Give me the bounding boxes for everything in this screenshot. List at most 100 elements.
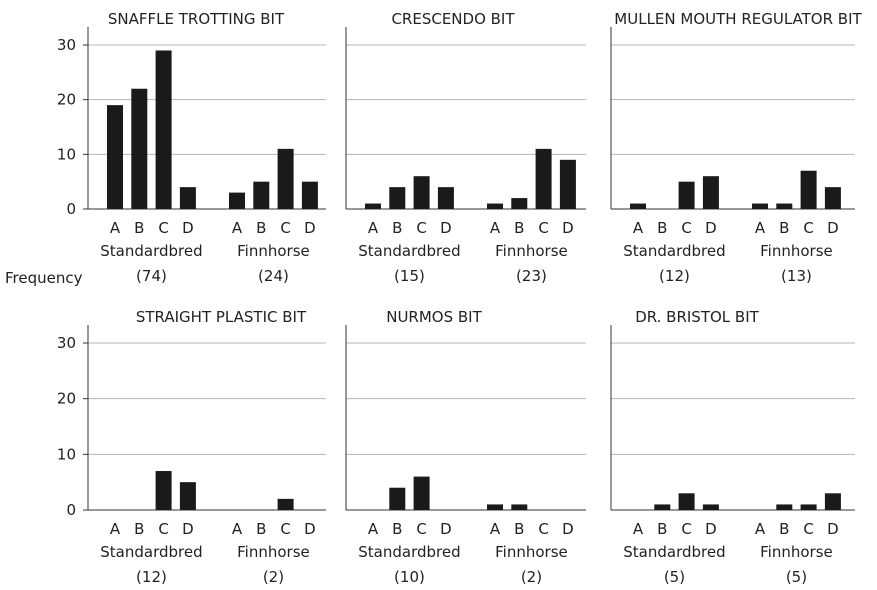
category-label: A [490,520,501,538]
group-label: Standardbred [358,543,460,561]
bar [131,88,148,209]
category-label: B [392,520,402,538]
bar [511,504,528,510]
category-label: D [304,219,316,237]
y-tick-label: 20 [57,390,76,408]
group-label: Standardbred [623,543,725,561]
group-count-label: (12) [659,267,690,285]
category-label: D [440,520,452,538]
bar [179,482,196,510]
category-label: D [827,520,839,538]
category-label: C [158,520,168,538]
group-count-label: (74) [136,267,167,285]
bar [800,504,817,510]
group-count-label: (2) [263,568,284,586]
category-label: B [779,219,789,237]
group-count-label: (12) [136,568,167,586]
category-label: A [232,520,243,538]
group-count-label: (13) [781,267,812,285]
group-count-label: (5) [786,568,807,586]
y-tick-label: 0 [66,200,76,218]
bar [179,187,196,209]
group-count-label: (5) [664,568,685,586]
group-label: Standardbred [100,543,202,561]
category-label: B [514,219,524,237]
category-label: D [827,219,839,237]
group-label: Finnhorse [495,543,568,561]
category-label: A [368,219,379,237]
bar [776,504,793,510]
group-label: Finnhorse [237,242,310,260]
bar [229,192,245,209]
category-label: A [232,219,243,237]
y-axis-label: Frequency [5,269,83,287]
bar [155,50,172,209]
bar [301,181,318,209]
bar [389,487,406,510]
category-label: C [538,520,548,538]
category-label: B [392,219,402,237]
bar [702,176,719,209]
group-label: Finnhorse [760,242,833,260]
bar [559,159,576,209]
category-label: C [280,219,290,237]
group-label: Finnhorse [760,543,833,561]
category-label: C [280,520,290,538]
category-label: B [256,219,266,237]
bar [800,170,817,209]
category-label: A [110,219,121,237]
group-count-label: (10) [394,568,425,586]
group-label: Standardbred [358,242,460,260]
category-label: C [538,219,548,237]
bar [752,203,768,209]
category-label: B [514,520,524,538]
category-label: A [755,520,766,538]
y-tick-label: 30 [57,334,76,352]
bar [654,504,671,510]
bar [155,471,172,510]
category-label: C [416,219,426,237]
bar [535,148,552,209]
bar [630,203,646,209]
category-label: D [182,219,194,237]
group-label: Finnhorse [237,543,310,561]
bar [511,198,528,209]
category-label: D [562,219,574,237]
category-label: C [158,219,168,237]
category-label: C [416,520,426,538]
bar [824,187,841,209]
category-label: B [657,219,667,237]
category-label: B [657,520,667,538]
bar [776,203,793,209]
bar [678,493,695,510]
category-label: D [705,219,717,237]
panel-title: MULLEN MOUTH REGULATOR BIT [614,10,862,28]
y-tick-label: 10 [57,445,76,463]
bar [277,148,294,209]
bar [253,181,270,209]
bar [702,504,719,510]
bar [437,187,454,209]
category-label: A [755,219,766,237]
bar [107,105,123,209]
bar [824,493,841,510]
category-label: C [681,219,691,237]
bar [487,504,503,510]
bar [413,476,430,510]
bar [413,176,430,209]
bar [678,181,695,209]
category-label: A [110,520,121,538]
bar [365,203,381,209]
panel-title: NURMOS BIT [386,308,482,326]
group-count-label: (23) [516,267,547,285]
category-label: C [803,520,813,538]
y-tick-label: 30 [57,36,76,54]
category-label: C [803,219,813,237]
